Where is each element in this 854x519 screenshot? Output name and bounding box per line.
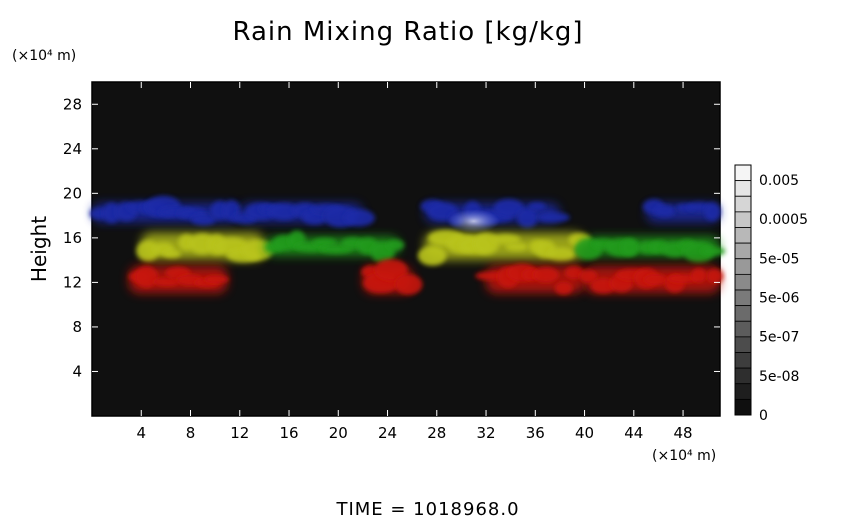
colorbar-step [734, 164, 752, 182]
time-label: TIME = 1018968.0 [335, 499, 519, 519]
x-tick-label: 8 [186, 424, 196, 442]
colorbar-label: 5e-08 [759, 369, 799, 385]
x-tick-label: 36 [526, 424, 545, 442]
colorbar-frame [734, 164, 752, 416]
y-tick-label: 4 [72, 362, 82, 380]
colorbar: 0.005 0.0005 5e-05 5e-06 5e-07 5e-08 0 [734, 164, 808, 424]
bright-core [447, 209, 500, 234]
colorbar-step [734, 320, 752, 338]
colorbar-step [734, 352, 752, 369]
colorbar-step [734, 273, 752, 291]
cloud-region [574, 236, 726, 263]
colorbar-step [734, 289, 752, 307]
colorbar-step [734, 180, 752, 197]
y-axis-label: Height [27, 216, 51, 282]
y-tick-label: 12 [63, 273, 82, 291]
y-tick-label: 24 [63, 140, 82, 158]
colorbar-step [734, 227, 752, 244]
x-tick-label: 20 [329, 424, 348, 442]
colorbar-label: 0.005 [759, 173, 799, 189]
x-tick-label: 28 [427, 424, 446, 442]
colorbar-label: 0 [759, 408, 768, 424]
x-unit-label: (×10⁴ m) [652, 448, 716, 464]
colorbar-step [734, 211, 752, 228]
colorbar-step [734, 383, 752, 400]
colorbar-label: 5e-07 [759, 330, 799, 346]
chart-title: Rain Mixing Ratio [kg/kg] [232, 17, 583, 47]
colorbar-label: 0.0005 [759, 212, 808, 228]
colorbar-step [734, 305, 752, 322]
x-tick-label: 4 [136, 424, 146, 442]
cloud-region [264, 230, 405, 264]
colorbar-step [734, 398, 752, 416]
x-tick-label: 40 [575, 424, 594, 442]
cloud-region [642, 199, 721, 223]
y-tick-label: 20 [63, 184, 82, 202]
colorbar-step [734, 336, 752, 353]
x-tick-label: 16 [279, 424, 298, 442]
cloud-region [475, 263, 585, 295]
x-tick-label: 12 [230, 424, 249, 442]
x-tick-label: 24 [378, 424, 397, 442]
colorbar-step [734, 258, 752, 275]
colorbar-step [734, 367, 752, 385]
cloud-field [89, 195, 726, 295]
cloud-region [128, 265, 230, 294]
colorbar-step [734, 195, 752, 213]
colorbar-label: 5e-05 [759, 251, 799, 267]
cloud-region [579, 265, 724, 294]
cloud-region [417, 230, 592, 266]
colorbar-step [734, 242, 752, 260]
cloud-region [136, 232, 274, 263]
y-tick-label: 28 [63, 95, 82, 113]
x-tick-label: 44 [624, 424, 643, 442]
x-tick-label: 32 [476, 424, 495, 442]
cloud-region [361, 258, 423, 295]
y-tick-label: 8 [72, 318, 82, 336]
x-tick-label: 48 [674, 424, 693, 442]
cloud-region [89, 195, 241, 226]
cloud-region [231, 202, 375, 228]
y-tick-label: 16 [63, 229, 82, 247]
y-unit-label: (×10⁴ m) [12, 48, 76, 64]
colorbar-label: 5e-06 [759, 291, 799, 307]
